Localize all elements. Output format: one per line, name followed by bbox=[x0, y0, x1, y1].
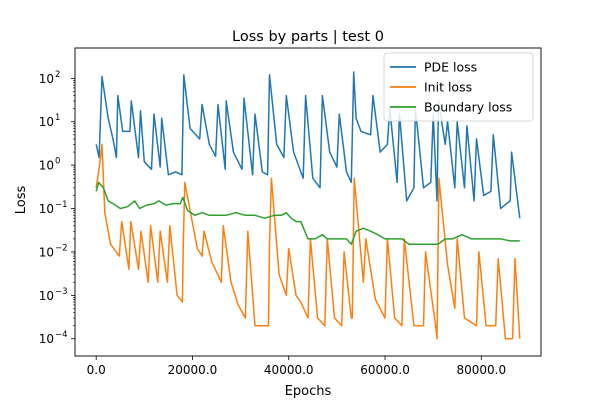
legend: PDE loss Init loss Boundary loss bbox=[383, 52, 534, 122]
x-tick-label: 80000.0 bbox=[456, 363, 506, 377]
series-line-1 bbox=[95, 71, 521, 219]
x-tick-label: 60000.0 bbox=[360, 363, 410, 377]
x-tick-label: 20000.0 bbox=[168, 363, 218, 377]
y-tick-exponent: −1 bbox=[55, 200, 68, 210]
x-axis-ticks: 0.0 20000.0 40000.0 60000.0 80000.0 bbox=[87, 356, 506, 377]
y-tick-label: 10 bbox=[39, 245, 54, 259]
legend-label: PDE loss bbox=[424, 60, 477, 75]
y-tick-exponent: 2 bbox=[55, 70, 60, 80]
legend-box bbox=[383, 52, 534, 122]
legend-label: Boundary loss bbox=[424, 100, 512, 115]
y-tick-exponent: −2 bbox=[55, 243, 68, 253]
y-tick-label: 10 bbox=[39, 332, 54, 346]
plot-frame bbox=[74, 47, 542, 357]
y-tick-label: 10 bbox=[39, 115, 54, 129]
y-tick-exponent: 0 bbox=[55, 157, 60, 167]
series-line-3 bbox=[95, 181, 520, 246]
y-tick-label: 10 bbox=[39, 202, 54, 216]
x-axis-label: Epochs bbox=[285, 384, 332, 399]
y-axis-label: Loss bbox=[14, 186, 29, 215]
y-tick-label: 10 bbox=[39, 159, 54, 173]
y-tick-exponent: −3 bbox=[55, 287, 68, 297]
x-tick-label: 0.0 bbox=[87, 363, 106, 377]
y-tick-exponent: 1 bbox=[55, 113, 60, 123]
y-tick-label: 10 bbox=[39, 72, 54, 86]
y-tick-label: 10 bbox=[39, 289, 54, 303]
legend-label: Init loss bbox=[424, 80, 472, 95]
series-line-2 bbox=[95, 143, 521, 340]
chart-title: Loss by parts | test 0 bbox=[232, 29, 384, 45]
x-tick-label: 40000.0 bbox=[264, 363, 314, 377]
y-tick-exponent: −4 bbox=[55, 330, 68, 340]
series-layer bbox=[95, 71, 521, 340]
